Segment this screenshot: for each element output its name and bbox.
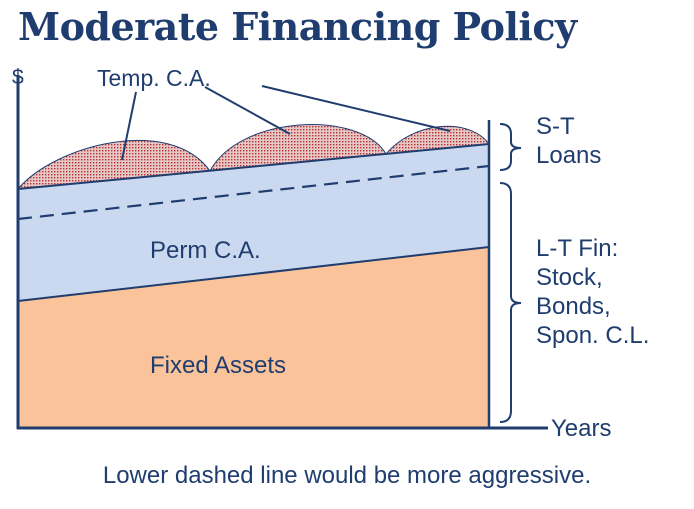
temp-ca-label: Temp. C.A. xyxy=(97,65,211,91)
long-term-label-line-2: Stock, xyxy=(536,264,603,291)
perm-ca-top-line xyxy=(17,143,490,190)
long-term-brace xyxy=(499,182,522,423)
slide-title: Moderate Financing Policy xyxy=(18,4,577,49)
perm-ca-label: Perm C.A. xyxy=(150,237,261,264)
temp-ca-hump-1 xyxy=(16,139,211,190)
fixed-assets-region xyxy=(18,247,489,428)
caption: Lower dashed line would be more aggressi… xyxy=(102,462,592,489)
short-term-brace xyxy=(499,123,522,171)
perm-ca-region xyxy=(18,144,489,301)
temp-ca-arrow-1 xyxy=(121,91,137,161)
temp-ca-arrow-3 xyxy=(261,85,451,132)
fixed-assets-top-line xyxy=(17,246,490,302)
long-term-label-line-3: Bonds, xyxy=(536,293,611,320)
long-term-label-line-1: L-T Fin: xyxy=(536,235,618,262)
y-axis-label: $ xyxy=(12,66,24,89)
temp-ca-arrow-2 xyxy=(204,86,291,135)
aggressive-dashed-line xyxy=(17,164,490,221)
short-term-label-line-1: S-T xyxy=(536,113,575,140)
long-term-label-line-4: Spon. C.L. xyxy=(536,322,649,349)
x-axis-label: Years xyxy=(551,415,612,442)
temp-ca-hump-3 xyxy=(384,125,490,155)
short-term-label-line-2: Loans xyxy=(536,142,601,169)
temp-ca-hump-2 xyxy=(209,124,387,172)
fixed-assets-label: Fixed Assets xyxy=(150,352,286,379)
